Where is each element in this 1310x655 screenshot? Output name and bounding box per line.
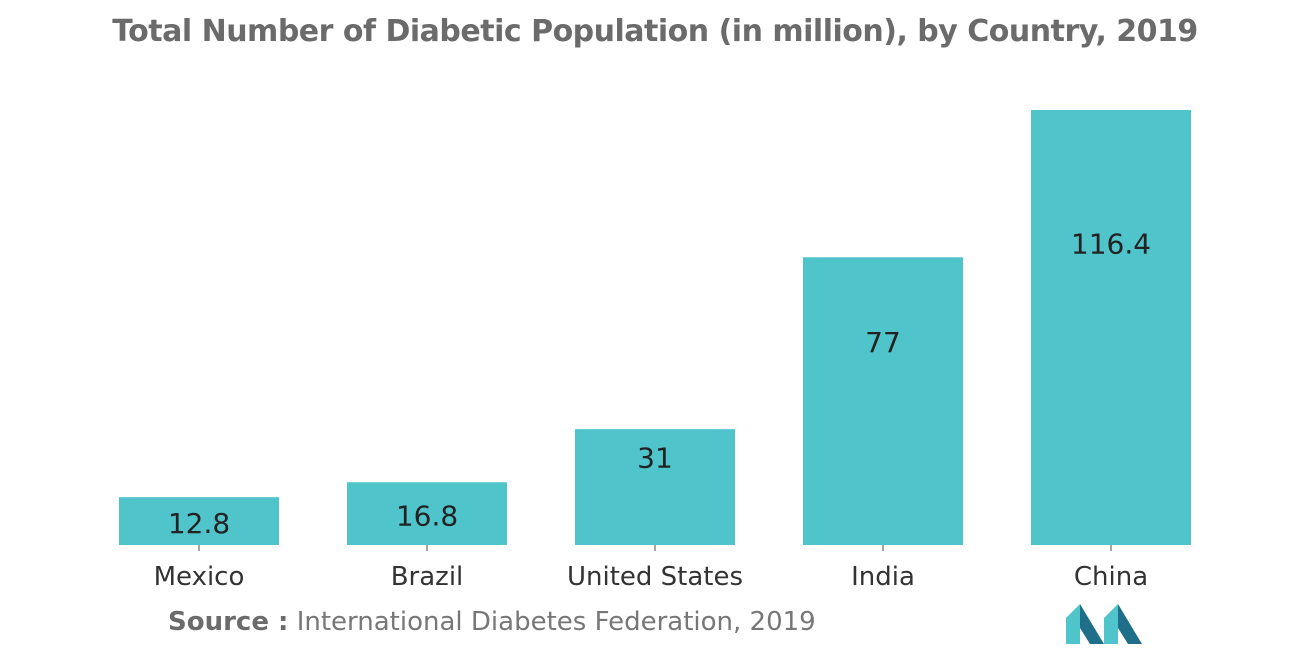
bar-china bbox=[1031, 110, 1191, 545]
data-label: 116.4 bbox=[1071, 228, 1151, 261]
x-tick-label: India bbox=[851, 562, 915, 592]
bar-mexico bbox=[119, 497, 279, 545]
bar-brazil bbox=[347, 482, 507, 545]
bar-united-states bbox=[575, 429, 735, 545]
source-text: International Diabetes Federation, 2019 bbox=[296, 607, 816, 637]
x-tick-label: China bbox=[1074, 562, 1148, 592]
data-label: 16.8 bbox=[396, 500, 458, 533]
chart-title: Total Number of Diabetic Population (in … bbox=[112, 14, 1198, 49]
data-label: 77 bbox=[865, 326, 901, 359]
bar-chart: 12.8 Mexico 16.8 Brazil 31 United States 77 Ind… bbox=[119, 110, 1191, 592]
brand-logo-icon bbox=[1066, 604, 1142, 644]
x-tick-label: United States bbox=[567, 562, 743, 592]
x-tick-label: Brazil bbox=[391, 562, 464, 592]
x-tick-label: Mexico bbox=[154, 562, 245, 592]
data-label: 31 bbox=[637, 441, 673, 474]
source-note: Source : International Diabetes Federati… bbox=[168, 607, 816, 637]
bar-india bbox=[803, 257, 963, 545]
data-label: 12.8 bbox=[168, 507, 230, 540]
source-label: Source : bbox=[168, 607, 289, 637]
